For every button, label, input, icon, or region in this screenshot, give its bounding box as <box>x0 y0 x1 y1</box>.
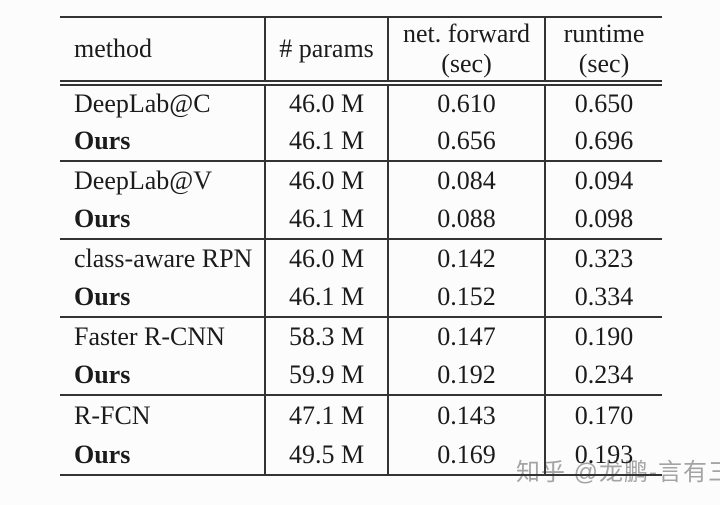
cell-params: 59.9 M <box>264 356 388 395</box>
cell-method: DeepLab@C <box>74 89 211 118</box>
cell-net-forward: 0.143 <box>387 394 545 435</box>
table-row: Ours 46.1 M 0.088 0.098 <box>60 200 662 239</box>
cell-runtime: 0.334 <box>544 278 662 317</box>
cell-runtime: 0.193 <box>544 435 662 475</box>
header-method: method <box>60 17 265 86</box>
table-row: Ours 46.1 M 0.152 0.334 <box>60 278 662 317</box>
cell-net-forward: 0.084 <box>387 160 545 200</box>
cell-method: Ours <box>74 282 131 311</box>
cell-method: Ours <box>74 204 131 233</box>
table-row: DeepLab@C 46.0 M 0.610 0.650 <box>60 83 662 122</box>
table-row: Faster R-CNN 58.3 M 0.147 0.190 <box>60 316 662 356</box>
cell-net-forward: 0.656 <box>387 122 545 161</box>
cell-params: 49.5 M <box>264 435 388 475</box>
cell-runtime: 0.170 <box>544 394 662 435</box>
table-row: Ours 49.5 M 0.169 0.193 <box>60 435 662 475</box>
cell-runtime: 0.323 <box>544 238 662 278</box>
cell-params: 46.1 M <box>264 122 388 161</box>
table-row: DeepLab@V 46.0 M 0.084 0.094 <box>60 160 662 200</box>
cell-net-forward: 0.152 <box>387 278 545 317</box>
header-runtime-label: runtime <box>563 18 645 48</box>
cell-runtime: 0.650 <box>544 83 662 122</box>
cell-runtime: 0.190 <box>544 316 662 356</box>
results-table: method # params net. forward (sec) runti… <box>60 16 662 476</box>
cell-runtime: 0.098 <box>544 200 662 239</box>
cell-params: 46.0 M <box>264 238 388 278</box>
header-params: # params <box>264 17 388 86</box>
cell-params: 46.1 M <box>264 278 388 317</box>
cell-net-forward: 0.169 <box>387 435 545 475</box>
cell-runtime: 0.234 <box>544 356 662 395</box>
cell-method: Ours <box>74 439 131 469</box>
cell-net-forward: 0.142 <box>387 238 545 278</box>
table-row: class-aware RPN 46.0 M 0.142 0.323 <box>60 238 662 278</box>
cell-params: 46.0 M <box>264 83 388 122</box>
cell-method: Ours <box>74 360 131 389</box>
cell-params: 58.3 M <box>264 316 388 356</box>
header-net-forward-unit: (sec) <box>441 49 492 78</box>
cell-method: Faster R-CNN <box>60 316 265 356</box>
header-runtime-unit: (sec) <box>578 49 630 78</box>
cell-net-forward: 0.192 <box>387 356 545 395</box>
header-net-forward-label: net. forward <box>402 18 531 48</box>
cell-runtime: 0.094 <box>544 160 662 200</box>
header-runtime: runtime (sec) <box>544 17 662 86</box>
cell-net-forward: 0.088 <box>387 200 545 239</box>
cell-runtime: 0.696 <box>544 122 662 161</box>
table-row: Ours 46.1 M 0.656 0.696 <box>60 122 662 161</box>
table-row: R-FCN 47.1 M 0.143 0.170 <box>60 394 662 435</box>
table-row: Ours 59.9 M 0.192 0.234 <box>60 356 662 395</box>
header-net-forward: net. forward (sec) <box>387 17 545 86</box>
cell-method: class-aware RPN <box>60 238 265 278</box>
cell-params: 47.1 M <box>264 394 388 435</box>
cell-net-forward: 0.147 <box>387 316 545 356</box>
cell-method: R-FCN <box>60 394 265 435</box>
header-row: method # params net. forward (sec) runti… <box>60 17 662 86</box>
cell-net-forward: 0.610 <box>387 83 545 122</box>
cell-method: Ours <box>74 126 131 155</box>
cell-params: 46.0 M <box>264 160 388 200</box>
header-method-label: method <box>74 33 152 63</box>
cell-params: 46.1 M <box>264 200 388 239</box>
header-params-label: # params <box>279 33 374 63</box>
cell-method: DeepLab@V <box>60 160 265 200</box>
